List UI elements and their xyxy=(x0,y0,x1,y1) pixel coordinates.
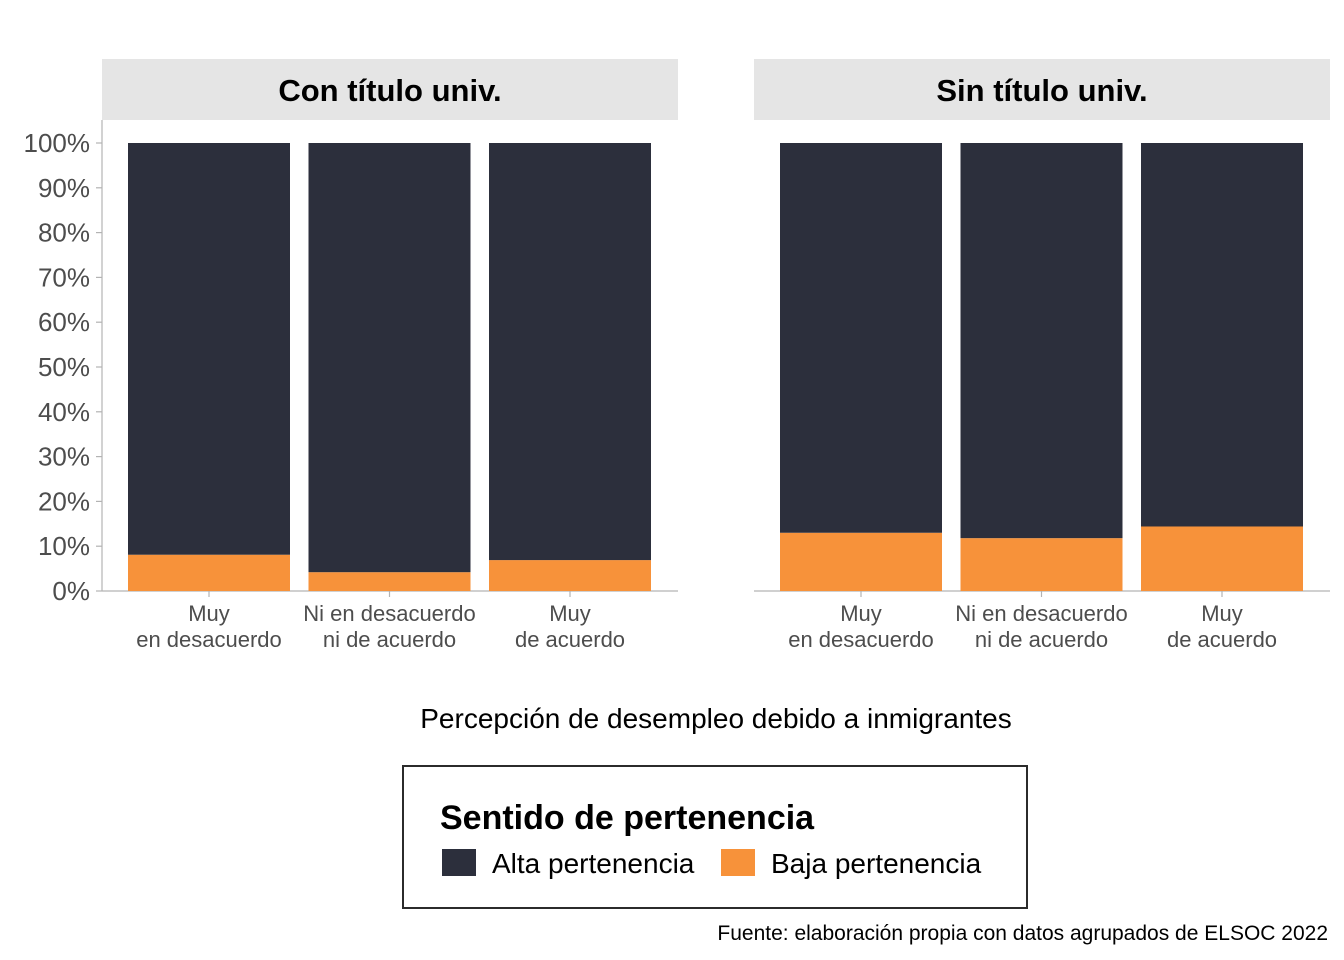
x-tick-label: Muy xyxy=(188,601,230,626)
y-tick-label: 90% xyxy=(38,173,90,203)
y-tick-label: 80% xyxy=(38,218,90,248)
bar-segment-baja xyxy=(308,572,471,591)
bar-segment-alta xyxy=(960,143,1123,539)
y-tick-label: 50% xyxy=(38,352,90,382)
legend-title: Sentido de pertenencia xyxy=(440,799,815,837)
bar-segment-alta xyxy=(308,143,471,573)
x-tick-label: Ni en desacuerdo xyxy=(303,601,475,626)
y-tick-label: 40% xyxy=(38,397,90,427)
legend-label-alta: Alta pertenencia xyxy=(492,848,695,879)
bar-segment-alta xyxy=(128,143,290,555)
legend-box xyxy=(402,765,1028,909)
y-tick-label: 0% xyxy=(52,576,90,606)
caption: Fuente: elaboración propia con datos agr… xyxy=(717,922,1328,945)
y-tick-label: 10% xyxy=(38,531,90,561)
x-tick-label: Muy xyxy=(549,601,591,626)
x-tick-label: de acuerdo xyxy=(515,627,625,652)
facet-title: Con título univ. xyxy=(278,73,501,108)
bar-segment-baja xyxy=(128,554,290,591)
bar-segment-baja xyxy=(489,560,651,591)
facets-layer: 0% 10% 20% 30% 40% 50% 60% 70% 80% 90% 100% Con tít… xyxy=(24,59,1330,652)
x-tick-label: de acuerdo xyxy=(1167,627,1277,652)
x-tick-label: en desacuerdo xyxy=(136,627,282,652)
x-tick-label: ni de acuerdo xyxy=(975,627,1108,652)
bar-segment-baja xyxy=(960,538,1123,591)
x-tick-label: Muy xyxy=(840,601,882,626)
bar-segment-alta xyxy=(780,143,942,533)
y-tick-label: 60% xyxy=(38,307,90,337)
legend: Sentido de pertenencia Alta pertenencia … xyxy=(402,765,1028,909)
x-tick-label: Ni en desacuerdo xyxy=(955,601,1127,626)
facet-strip xyxy=(102,59,678,120)
facet-strip xyxy=(754,59,1330,120)
bar-segment-alta xyxy=(489,143,651,561)
legend-label-baja: Baja pertenencia xyxy=(771,848,982,879)
x-tick-label: en desacuerdo xyxy=(788,627,934,652)
x-axis-label: Percepción de desempleo debido a inmigra… xyxy=(420,703,1012,734)
legend-key-alta xyxy=(442,849,476,876)
x-tick-label: ni de acuerdo xyxy=(323,627,456,652)
bar-segment-alta xyxy=(1141,143,1303,527)
y-tick-label: 70% xyxy=(38,262,90,292)
legend-key-baja xyxy=(721,849,755,876)
y-tick-label: 20% xyxy=(38,486,90,516)
facet-title: Sin título univ. xyxy=(936,73,1147,108)
bar-segment-baja xyxy=(1141,526,1303,591)
y-tick-label: 30% xyxy=(38,442,90,472)
y-tick-label: 100% xyxy=(24,128,91,158)
x-tick-label: Muy xyxy=(1201,601,1243,626)
bar-segment-baja xyxy=(780,532,942,591)
